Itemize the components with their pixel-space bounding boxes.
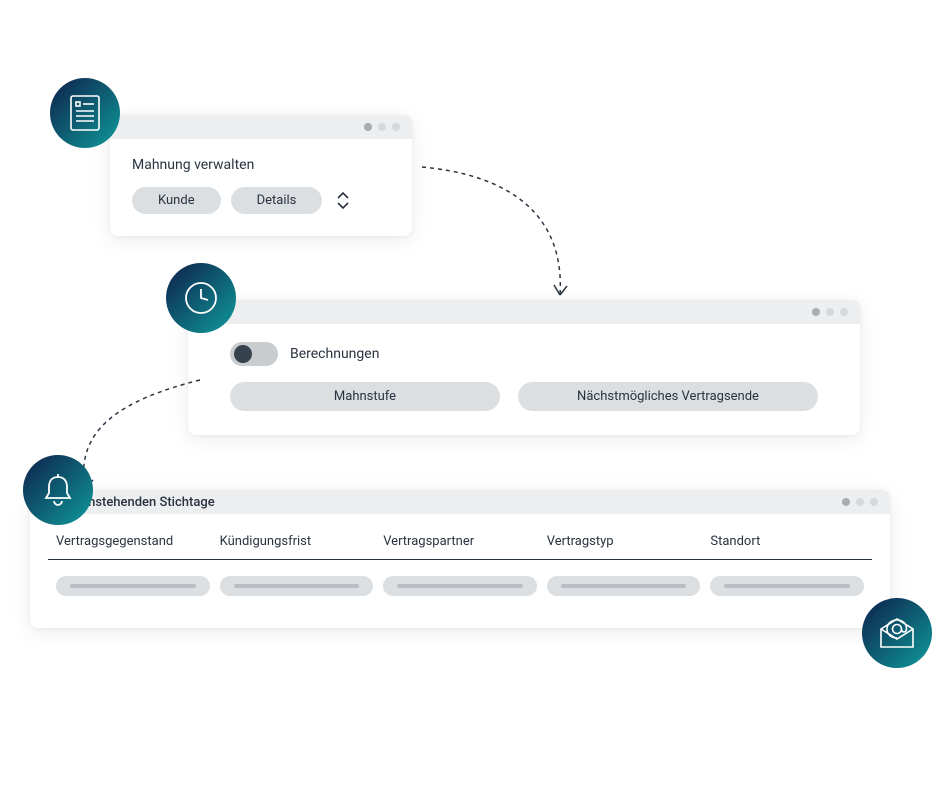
window-dot — [870, 498, 878, 506]
card-mahnung-verwalten: Mahnung verwalten Kunde Details — [110, 115, 412, 236]
cell-placeholder — [56, 576, 210, 596]
cell-placeholder — [710, 576, 864, 596]
col-kuendigungsfrist: Kündigungsfrist — [220, 534, 374, 549]
cell-placeholder — [547, 576, 701, 596]
card-header — [110, 115, 412, 139]
window-dot — [842, 498, 850, 506]
window-dot — [856, 498, 864, 506]
toggle-knob — [234, 345, 252, 363]
toggle-label: Berechnungen — [290, 346, 379, 362]
berechnungen-toggle[interactable] — [230, 342, 278, 366]
window-dot — [840, 308, 848, 316]
details-button[interactable]: Details — [231, 187, 323, 214]
bell-icon — [23, 455, 93, 525]
chevron-up-icon[interactable] — [336, 191, 350, 200]
table-row — [48, 560, 872, 606]
cell-placeholder — [220, 576, 374, 596]
window-dot — [378, 123, 386, 131]
window-dot — [392, 123, 400, 131]
document-icon — [50, 78, 120, 148]
stepper[interactable] — [336, 191, 350, 210]
vertragsende-pill[interactable]: Nächstmögliches Vertragsende — [518, 382, 818, 411]
arrow-1 — [410, 155, 590, 325]
cell-placeholder — [383, 576, 537, 596]
window-dot — [812, 308, 820, 316]
window-dot — [364, 123, 372, 131]
col-standort: Standort — [710, 534, 864, 549]
card-stichtage: Meine anstehenden Stichtage Vertragsgege… — [30, 490, 890, 628]
kunde-button[interactable]: Kunde — [132, 187, 221, 214]
col-vertragstyp: Vertragstyp — [547, 534, 701, 549]
mail-icon — [862, 598, 932, 668]
col-vertragspartner: Vertragspartner — [383, 534, 537, 549]
window-dot — [826, 308, 834, 316]
chevron-down-icon[interactable] — [336, 201, 350, 210]
col-vertragsgegenstand: Vertragsgegenstand — [56, 534, 210, 549]
mahnstufe-pill[interactable]: Mahnstufe — [230, 382, 500, 411]
card-title: Mahnung verwalten — [132, 157, 390, 173]
table-header: Vertragsgegenstand Kündigungsfrist Vertr… — [48, 520, 872, 560]
clock-icon — [166, 263, 236, 333]
